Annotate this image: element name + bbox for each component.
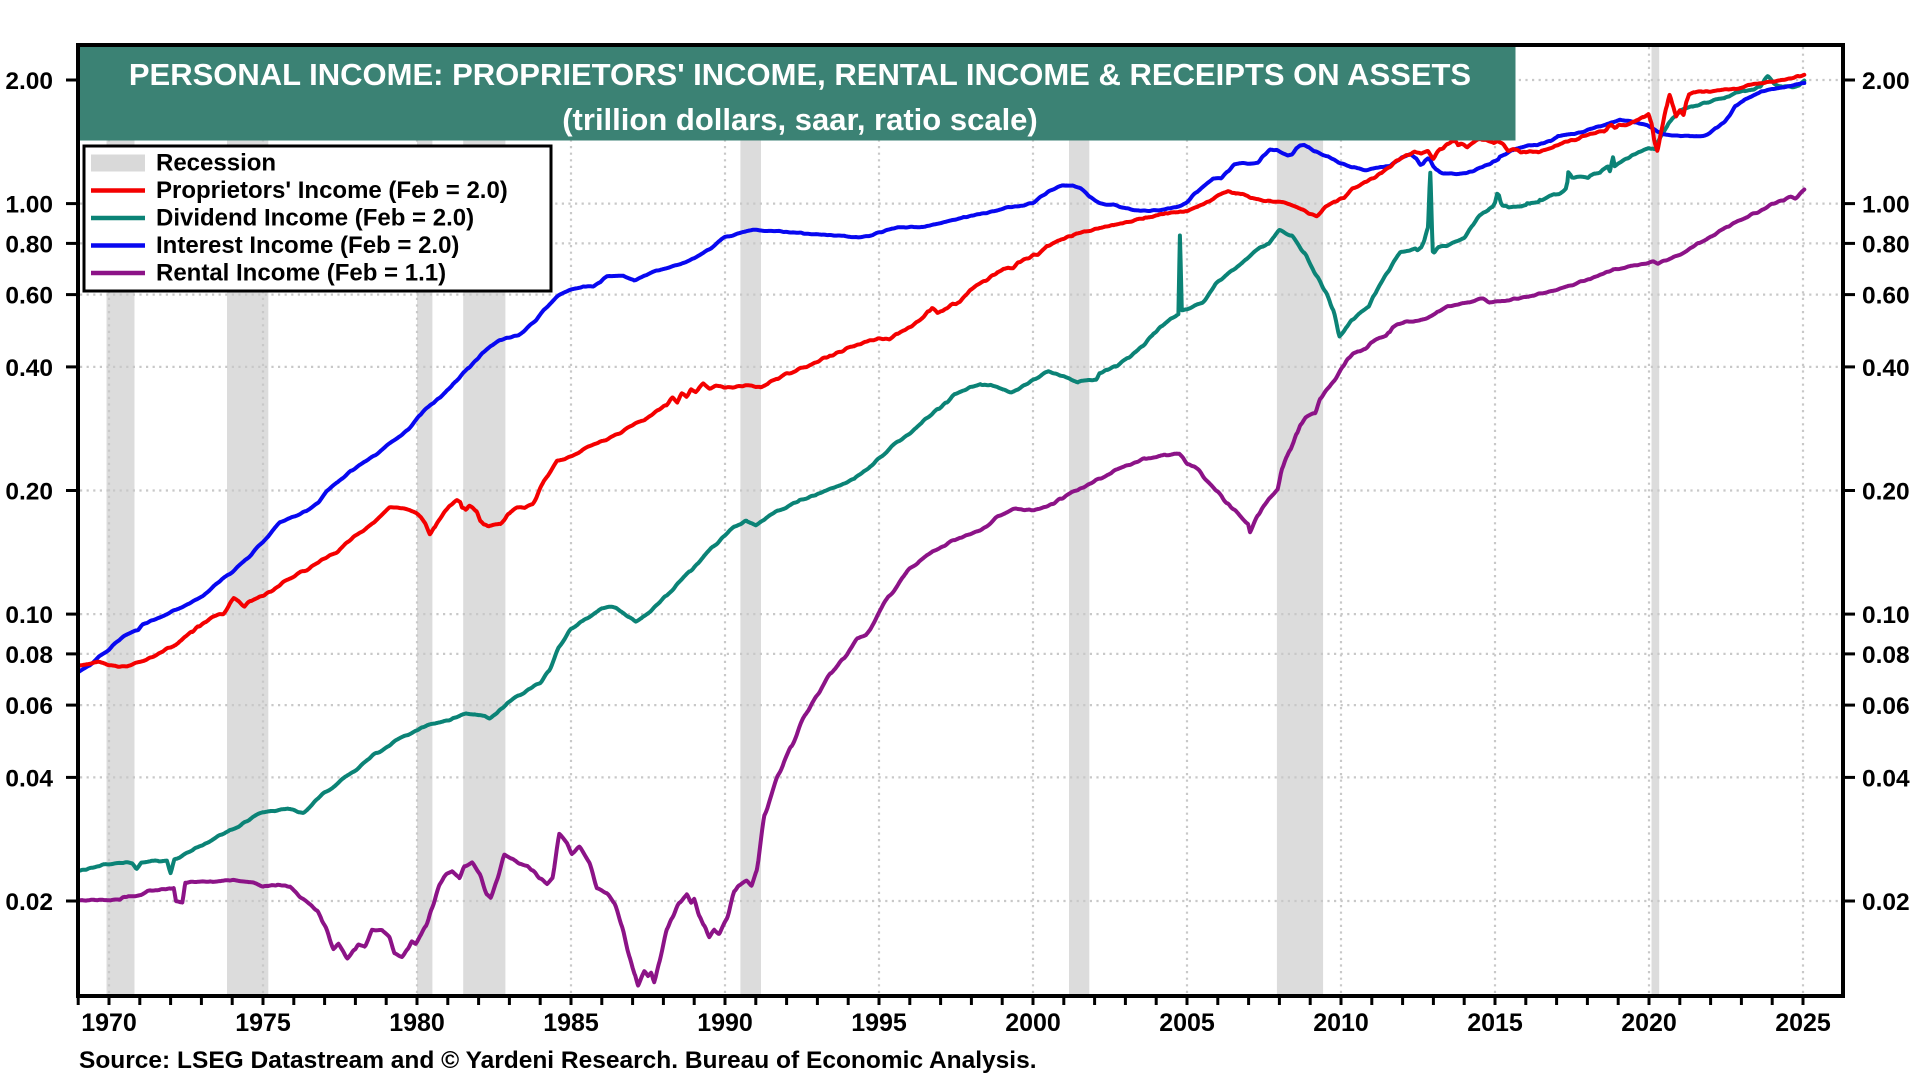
svg-text:Interest Income (Feb = 2.0): Interest Income (Feb = 2.0) <box>156 232 459 259</box>
svg-text:2020: 2020 <box>1621 1009 1677 1037</box>
svg-text:0.06: 0.06 <box>5 693 53 720</box>
svg-text:2025: 2025 <box>1775 1009 1831 1037</box>
svg-text:0.06: 0.06 <box>1862 693 1910 720</box>
svg-text:Dividend Income (Feb = 2.0): Dividend Income (Feb = 2.0) <box>156 205 474 232</box>
svg-text:Proprietors' Income (Feb = 2.0: Proprietors' Income (Feb = 2.0) <box>156 177 508 204</box>
svg-text:(trillion dollars, saar, ratio: (trillion dollars, saar, ratio scale) <box>562 102 1038 137</box>
svg-text:2015: 2015 <box>1467 1009 1523 1037</box>
svg-text:2005: 2005 <box>1159 1009 1215 1037</box>
svg-text:0.08: 0.08 <box>1862 642 1910 669</box>
svg-text:0.20: 0.20 <box>5 479 53 506</box>
svg-text:1980: 1980 <box>389 1009 445 1037</box>
svg-text:2010: 2010 <box>1313 1009 1369 1037</box>
svg-text:Recession: Recession <box>156 150 276 177</box>
svg-text:0.80: 0.80 <box>5 231 53 258</box>
svg-text:0.02: 0.02 <box>1862 889 1910 916</box>
svg-text:0.60: 0.60 <box>5 283 53 310</box>
svg-text:0.40: 0.40 <box>1862 355 1910 382</box>
svg-text:1995: 1995 <box>851 1009 907 1037</box>
svg-text:0.10: 0.10 <box>5 602 53 629</box>
svg-text:0.04: 0.04 <box>1862 765 1910 792</box>
svg-text:0.04: 0.04 <box>5 765 53 792</box>
svg-text:0.40: 0.40 <box>5 355 53 382</box>
svg-text:0.10: 0.10 <box>1862 602 1910 629</box>
svg-text:0.80: 0.80 <box>1862 231 1910 258</box>
svg-text:1.00: 1.00 <box>5 192 53 219</box>
svg-text:1985: 1985 <box>543 1009 599 1037</box>
svg-text:1990: 1990 <box>697 1009 753 1037</box>
svg-text:2.00: 2.00 <box>5 68 53 95</box>
svg-text:0.60: 0.60 <box>1862 283 1910 310</box>
svg-text:1.00: 1.00 <box>1862 192 1910 219</box>
svg-text:0.08: 0.08 <box>5 642 53 669</box>
svg-text:1975: 1975 <box>235 1009 291 1037</box>
svg-text:0.20: 0.20 <box>1862 479 1910 506</box>
svg-text:Rental Income (Feb = 1.1): Rental Income (Feb = 1.1) <box>156 260 446 287</box>
svg-text:Source: LSEG Datastream and ©: Source: LSEG Datastream and © Yardeni Re… <box>79 1047 1037 1074</box>
svg-text:0.02: 0.02 <box>5 889 53 916</box>
svg-text:2000: 2000 <box>1005 1009 1061 1037</box>
svg-text:1970: 1970 <box>81 1009 137 1037</box>
svg-text:PERSONAL INCOME: PROPRIETORS': PERSONAL INCOME: PROPRIETORS' INCOME, RE… <box>129 57 1471 92</box>
svg-text:2.00: 2.00 <box>1862 68 1910 95</box>
